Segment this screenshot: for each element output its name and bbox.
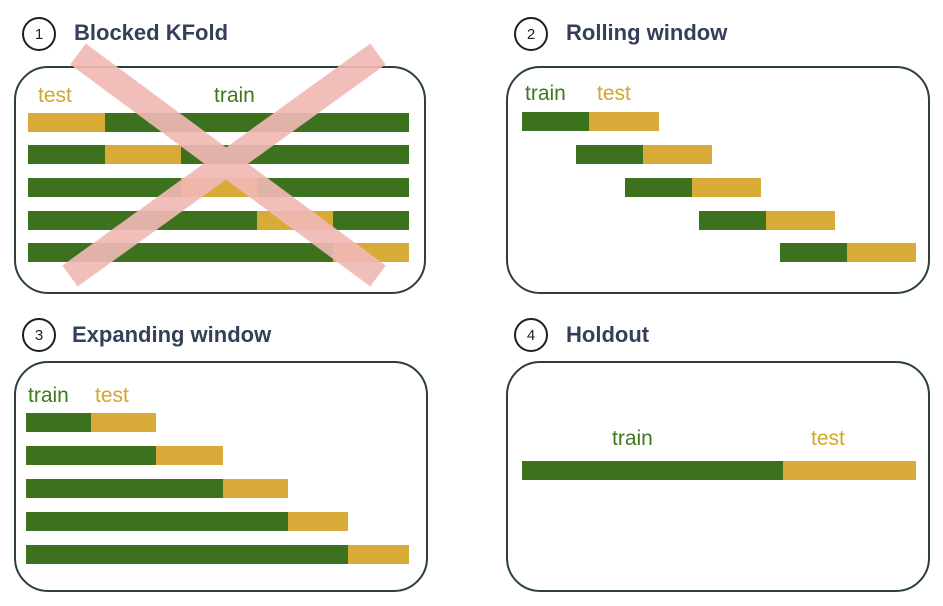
test-segment [333, 243, 409, 262]
test-label: test [597, 82, 631, 105]
train-segment [28, 145, 105, 164]
test-segment [783, 461, 916, 480]
train-segment [26, 479, 223, 498]
panel-number-badge: 3 [22, 318, 56, 352]
test-segment [643, 145, 712, 164]
test-segment [847, 243, 916, 262]
train-segment [780, 243, 847, 262]
test-segment [156, 446, 223, 465]
train-label: train [28, 384, 69, 407]
train-segment [522, 112, 589, 131]
test-segment [589, 112, 659, 131]
test-segment [105, 145, 181, 164]
panel-title: Blocked KFold [74, 20, 229, 45]
train-segment [28, 243, 333, 262]
test-label: test [811, 427, 845, 450]
panel-number-badge: 2 [514, 17, 548, 51]
train-segment [26, 446, 156, 465]
test-segment [28, 113, 105, 132]
train-segment [625, 178, 692, 197]
train-segment [181, 145, 409, 164]
train-segment [105, 113, 409, 132]
train-segment [28, 178, 181, 197]
train-segment [28, 211, 257, 230]
train-segment [699, 211, 766, 230]
train-segment [333, 211, 409, 230]
train-label: train [525, 82, 566, 105]
train-label: train [214, 84, 255, 107]
train-label: train [612, 427, 653, 450]
panel-number-badge: 4 [514, 318, 548, 352]
test-segment [223, 479, 288, 498]
test-segment [257, 211, 333, 230]
test-segment [181, 178, 257, 197]
panel-title: Holdout [566, 322, 650, 347]
panel-title: Rolling window [566, 20, 728, 45]
test-segment [766, 211, 835, 230]
panel-frame [14, 361, 428, 592]
test-segment [348, 545, 409, 564]
panel-frame [506, 361, 930, 592]
train-segment [522, 461, 783, 480]
test-segment [91, 413, 156, 432]
test-segment [692, 178, 761, 197]
panel-title: Expanding window [72, 322, 272, 347]
test-segment [288, 512, 348, 531]
panel-frame [506, 66, 930, 294]
train-segment [257, 178, 409, 197]
train-segment [26, 545, 348, 564]
panel-number-badge: 1 [22, 17, 56, 51]
train-segment [26, 512, 288, 531]
train-segment [26, 413, 91, 432]
train-segment [576, 145, 643, 164]
test-label: test [95, 384, 129, 407]
test-label: test [38, 84, 72, 107]
